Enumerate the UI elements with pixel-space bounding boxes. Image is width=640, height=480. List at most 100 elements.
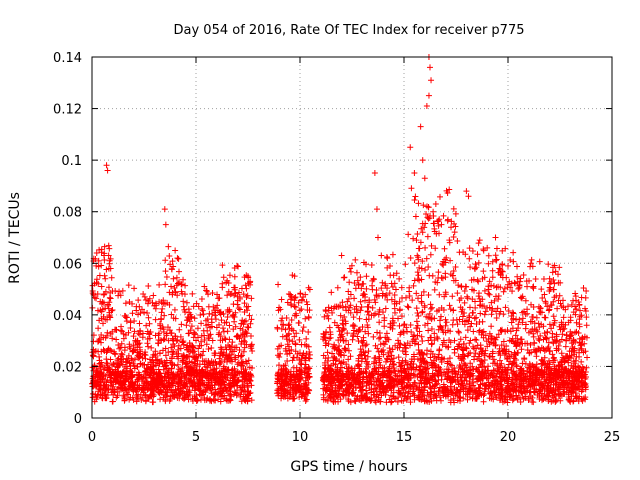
data-point xyxy=(234,387,241,394)
data-point xyxy=(394,344,401,351)
data-point xyxy=(174,280,181,287)
data-point xyxy=(162,352,169,359)
data-point xyxy=(407,374,414,381)
data-point xyxy=(550,394,557,401)
data-point xyxy=(535,381,542,388)
data-point xyxy=(139,354,146,361)
data-point xyxy=(298,297,305,304)
data-point xyxy=(373,292,380,299)
data-point xyxy=(488,380,495,387)
data-point xyxy=(185,364,192,371)
data-point xyxy=(525,329,532,336)
data-point xyxy=(113,327,120,334)
data-point xyxy=(372,365,379,372)
data-point xyxy=(374,391,381,398)
data-point xyxy=(435,387,442,394)
data-point xyxy=(331,379,338,386)
data-point xyxy=(228,367,235,374)
data-point xyxy=(242,358,249,365)
data-point xyxy=(365,348,372,355)
data-point xyxy=(373,206,380,213)
data-point xyxy=(381,364,388,371)
data-point xyxy=(464,391,471,398)
data-point xyxy=(187,327,194,334)
data-point xyxy=(479,296,486,303)
data-point xyxy=(503,356,510,363)
data-point xyxy=(174,292,181,299)
data-point xyxy=(582,394,589,401)
data-point xyxy=(411,260,418,267)
data-point xyxy=(195,303,202,310)
data-point xyxy=(179,367,186,374)
data-point xyxy=(515,387,522,394)
data-point xyxy=(98,348,105,355)
data-point xyxy=(203,287,210,294)
data-point xyxy=(398,362,405,369)
data-point xyxy=(96,357,103,364)
data-point xyxy=(121,377,128,384)
data-point xyxy=(335,337,342,344)
data-point xyxy=(459,346,466,353)
data-point xyxy=(98,369,105,376)
data-point xyxy=(529,318,536,325)
data-point xyxy=(541,330,548,337)
data-point xyxy=(389,346,396,353)
data-point xyxy=(322,342,329,349)
y-axis-label: ROTI / TECUs xyxy=(7,192,23,284)
data-point xyxy=(536,258,543,265)
data-point xyxy=(563,331,570,338)
data-point xyxy=(101,243,108,250)
data-point xyxy=(290,384,297,391)
data-point xyxy=(561,384,568,391)
data-point xyxy=(329,309,336,316)
data-point xyxy=(245,395,252,402)
data-point xyxy=(332,398,339,405)
data-point xyxy=(431,286,438,293)
data-point xyxy=(426,310,433,317)
data-point xyxy=(442,322,449,329)
data-point xyxy=(215,378,222,385)
data-point xyxy=(354,372,361,379)
data-point xyxy=(538,367,545,374)
data-point xyxy=(403,396,410,403)
data-point xyxy=(194,325,201,332)
data-point xyxy=(431,220,438,227)
data-point xyxy=(217,333,224,340)
data-point xyxy=(107,382,114,389)
data-point xyxy=(437,397,444,404)
data-point xyxy=(507,393,514,400)
data-point xyxy=(353,385,360,392)
data-point xyxy=(500,374,507,381)
data-point xyxy=(531,385,538,392)
data-point xyxy=(340,321,347,328)
data-point xyxy=(497,391,504,398)
data-point xyxy=(305,284,312,291)
data-point xyxy=(163,357,170,364)
data-point xyxy=(205,291,212,298)
data-point xyxy=(133,386,140,393)
data-point xyxy=(233,392,240,399)
data-point xyxy=(407,322,414,329)
data-point xyxy=(122,300,129,307)
data-point xyxy=(301,341,308,348)
data-point xyxy=(575,363,582,370)
data-point xyxy=(385,349,392,356)
data-point xyxy=(403,351,410,358)
data-point xyxy=(165,349,172,356)
data-point xyxy=(489,353,496,360)
data-point xyxy=(509,288,516,295)
data-point xyxy=(232,344,239,351)
data-point xyxy=(355,338,362,345)
data-point xyxy=(438,305,445,312)
data-point xyxy=(354,277,361,284)
data-point xyxy=(188,323,195,330)
data-point xyxy=(527,341,534,348)
data-point xyxy=(241,300,248,307)
data-point xyxy=(155,340,162,347)
data-point xyxy=(336,328,343,335)
data-point xyxy=(194,363,201,370)
data-point xyxy=(441,245,448,252)
data-point xyxy=(461,377,468,384)
data-point xyxy=(481,370,488,377)
data-point xyxy=(493,245,500,252)
